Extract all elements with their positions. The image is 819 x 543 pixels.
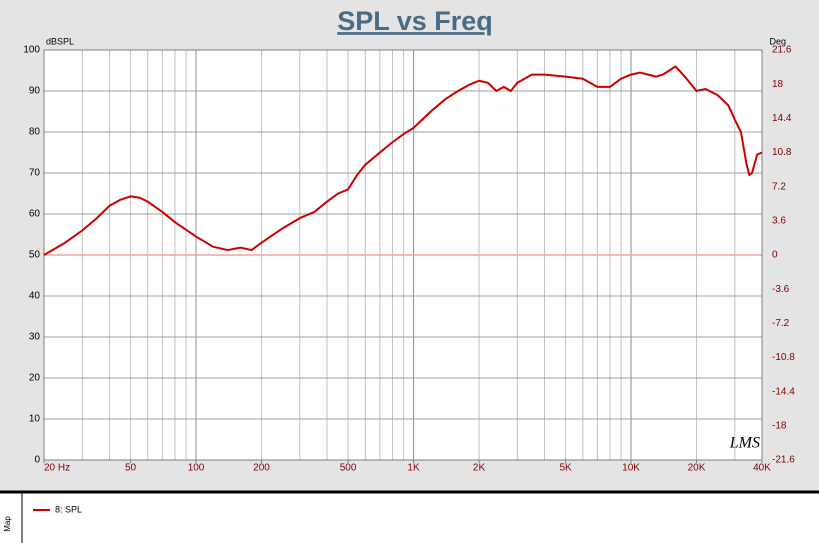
y2-tick-label: -14.4 [772, 386, 795, 397]
y-tick-label: 100 [23, 45, 40, 56]
panel-label: Map [3, 516, 12, 532]
y2-tick-label: 21.6 [772, 45, 792, 56]
y2-tick-label: 18 [772, 79, 784, 90]
x-tick-label: 10K [622, 463, 640, 474]
y2-tick-label: 10.8 [772, 147, 792, 158]
y-tick-label: 50 [29, 250, 41, 261]
y-tick-label: 40 [29, 291, 41, 302]
y2-axis-label: Deg [769, 36, 786, 46]
logo: LMS [729, 435, 760, 452]
y2-tick-label: -18 [772, 420, 787, 431]
series-line [43, 65, 763, 256]
y2-tick-label: 14.4 [772, 113, 792, 124]
y-tick-label: 30 [29, 332, 41, 343]
x-tick-label: 40K [753, 463, 771, 474]
y-axis-label: dBSPL [46, 36, 74, 46]
x-tick-label: 20 Hz [44, 463, 70, 474]
x-tick-label: 5K [559, 463, 572, 474]
x-tick-label: 1K [407, 463, 420, 474]
y2-tick-label: -7.2 [772, 318, 790, 329]
y2-tick-label: -10.8 [772, 352, 795, 363]
y-tick-label: 0 [34, 455, 40, 466]
y-tick-label: 70 [29, 168, 41, 179]
x-tick-label: 2K [473, 463, 486, 474]
x-tick-label: 100 [188, 463, 205, 474]
y-tick-label: 10 [29, 414, 41, 425]
y2-tick-label: -3.6 [772, 284, 790, 295]
x-tick-label: 20K [688, 463, 706, 474]
x-tick-label: 50 [125, 463, 137, 474]
x-tick-label: 200 [253, 463, 270, 474]
chart-title: SPL vs Freq [337, 6, 493, 36]
x-tick-label: 500 [340, 463, 357, 474]
y-tick-label: 60 [29, 209, 41, 220]
y-tick-label: 90 [29, 86, 41, 97]
y2-tick-label: 0 [772, 250, 778, 261]
y2-tick-label: -21.6 [772, 455, 795, 466]
y2-tick-label: 3.6 [772, 215, 786, 226]
y-tick-label: 20 [29, 373, 41, 384]
legend-panel [0, 492, 819, 543]
y2-tick-label: 7.2 [772, 181, 786, 192]
y-tick-label: 80 [29, 127, 41, 138]
legend-label: 8: SPL [55, 504, 82, 514]
